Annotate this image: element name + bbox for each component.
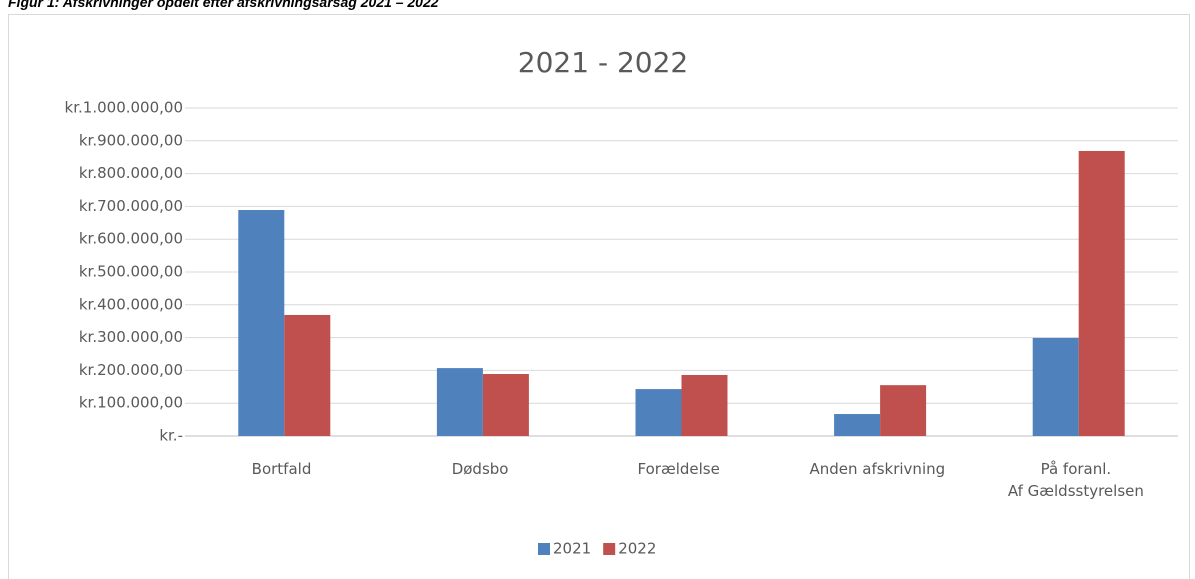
bar	[681, 374, 728, 436]
figure-caption: Figur 1: Afskrivninger opdelt efter afsk…	[8, 0, 439, 10]
y-tick-label: kr.1.000.000,00	[65, 99, 183, 117]
y-tick-label: kr.600.000,00	[79, 230, 183, 248]
bar	[436, 368, 483, 436]
y-tick-label: kr.800.000,00	[79, 164, 183, 182]
bar	[834, 414, 881, 436]
legend-swatch	[603, 543, 616, 555]
y-tick-label: kr.200.000,00	[79, 361, 183, 379]
y-tick-label: kr.100.000,00	[79, 394, 183, 412]
y-tick-label: kr.900.000,00	[79, 131, 183, 149]
bar	[284, 314, 331, 436]
legend-label: 2022	[618, 540, 656, 558]
y-tick-label: kr.300.000,00	[79, 328, 183, 346]
legend-label: 2021	[553, 540, 591, 558]
y-tick-label: kr.400.000,00	[79, 295, 183, 313]
bar	[1032, 337, 1079, 436]
x-tick-label: Forældelse	[637, 460, 720, 478]
x-tick-label: På foranl. Af Gældsstyrelsen	[1007, 460, 1144, 500]
bar	[880, 385, 927, 436]
legend-swatch	[538, 543, 550, 555]
x-tick-label: Bortfald	[251, 460, 312, 478]
bar	[482, 374, 529, 436]
x-tick-label: Dødsbo	[451, 460, 509, 478]
bar	[1078, 150, 1125, 436]
y-tick-label: kr.-	[159, 427, 183, 445]
y-tick-label: kr.700.000,00	[79, 197, 183, 215]
chart-frame	[8, 14, 1190, 579]
bar	[238, 210, 285, 436]
chart-title: 2021 - 2022	[518, 46, 688, 79]
x-tick-label: Anden afskrivning	[809, 460, 946, 478]
y-tick-label: kr.500.000,00	[79, 263, 183, 281]
bar	[635, 389, 682, 436]
